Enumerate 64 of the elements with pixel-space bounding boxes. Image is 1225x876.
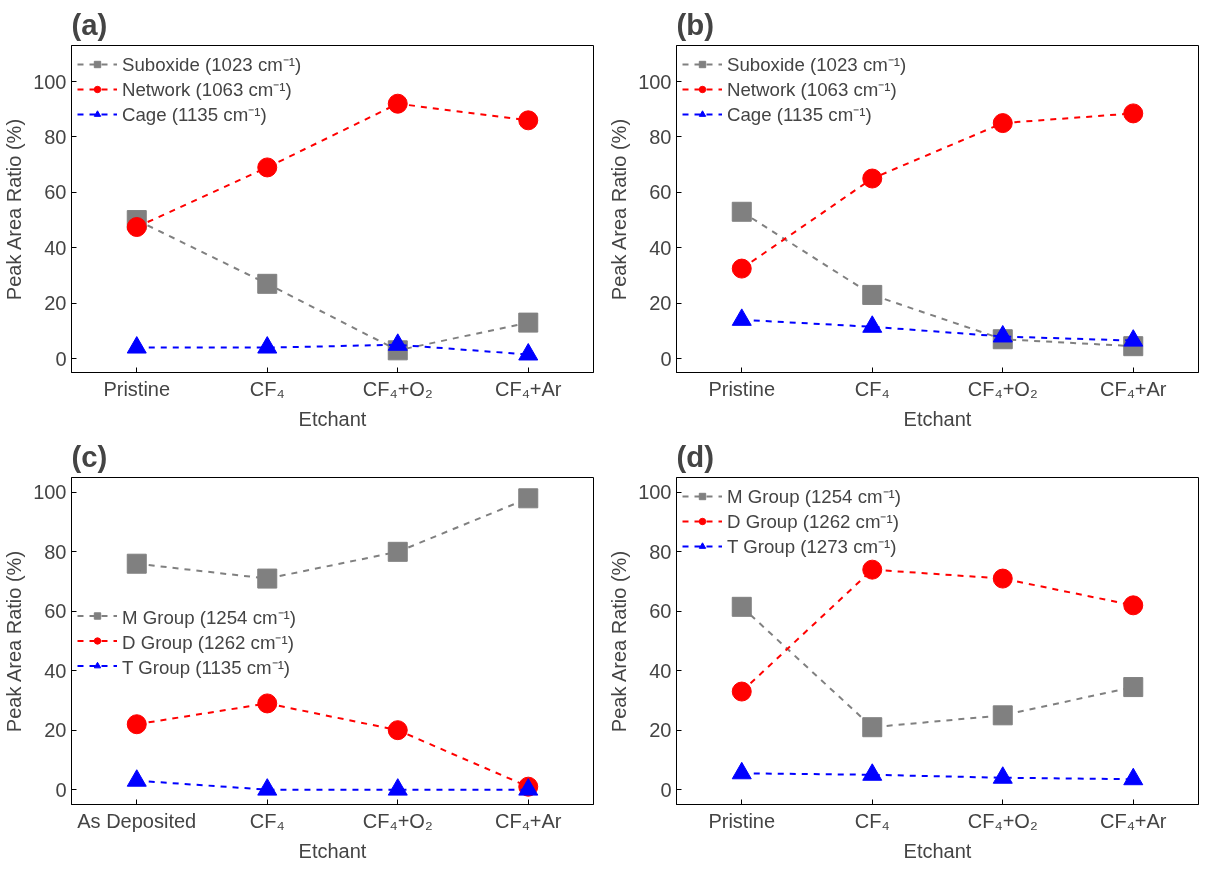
y-tick-label: 20 [44, 292, 67, 315]
y-tick-label: 40 [44, 236, 67, 259]
y-tick-label: 0 [55, 778, 67, 801]
legend-label: M Group (1254 cm⁻¹) [727, 485, 901, 508]
y-tick-label: 80 [44, 125, 67, 148]
x-tick-label: CF₄ [854, 809, 890, 832]
legend-label: Cage (1135 cm⁻¹) [727, 103, 872, 126]
x-axis-title: Etchant [298, 839, 367, 862]
y-tick-label: 0 [660, 778, 672, 801]
legend-label: Network (1063 cm⁻¹) [727, 78, 897, 101]
x-tick-label: CF₄+O₂ [967, 377, 1038, 400]
y-tick-label: 100 [33, 481, 67, 504]
y-tick-label: 40 [649, 236, 672, 259]
x-tick-label: Pristine [103, 377, 171, 400]
y-tick-label: 0 [660, 347, 672, 370]
x-tick-label: CF₄ [249, 377, 285, 400]
legend-label: Suboxide (1023 cm⁻¹) [122, 53, 302, 76]
x-tick-label: Pristine [708, 377, 776, 400]
y-tick-label: 40 [44, 659, 67, 682]
x-tick-label: CF₄+Ar [495, 809, 562, 832]
x-tick-label: Pristine [708, 809, 776, 832]
x-tick-label: CF₄+Ar [495, 377, 562, 400]
y-tick-label: 60 [649, 600, 672, 623]
y-tick-label: 20 [649, 719, 672, 742]
x-tick-label: CF₄ [854, 377, 890, 400]
y-tick-label: 100 [638, 481, 672, 504]
chart-title: (d) [676, 439, 714, 473]
x-tick-label: As Deposited [77, 809, 197, 832]
x-tick-label: CF₄+Ar [1100, 809, 1167, 832]
y-tick-label: 100 [638, 70, 672, 93]
y-axis-title: Peak Area Ratio (%) [3, 118, 26, 301]
x-tick-label: CF₄ [249, 809, 285, 832]
legend-label: Network (1063 cm⁻¹) [122, 78, 292, 101]
y-tick-label: 60 [44, 600, 67, 623]
y-tick-label: 20 [44, 719, 67, 742]
y-tick-label: 80 [649, 125, 672, 148]
y-axis-title: Peak Area Ratio (%) [608, 118, 631, 301]
legend-label: Suboxide (1023 cm⁻¹) [727, 53, 907, 76]
x-tick-label: CF₄+O₂ [362, 809, 433, 832]
legend-label: M Group (1254 cm⁻¹) [122, 605, 296, 628]
y-tick-label: 40 [649, 659, 672, 682]
x-tick-label: CF₄+O₂ [967, 809, 1038, 832]
x-axis-title: Etchant [903, 407, 972, 430]
chart-title: (b) [676, 7, 714, 41]
y-tick-label: 80 [44, 540, 67, 563]
x-tick-label: CF₄+Ar [1100, 377, 1167, 400]
y-tick-label: 0 [55, 347, 67, 370]
legend-label: T Group (1135 cm⁻¹) [122, 655, 291, 678]
legend-label: D Group (1262 cm⁻¹) [727, 510, 899, 533]
x-tick-label: CF₄+O₂ [362, 377, 433, 400]
y-tick-label: 60 [44, 181, 67, 204]
y-axis-title: Peak Area Ratio (%) [3, 550, 26, 733]
chart-title: (c) [71, 439, 108, 473]
y-tick-label: 80 [649, 540, 672, 563]
y-axis-title: Peak Area Ratio (%) [608, 550, 631, 733]
y-tick-label: 60 [649, 181, 672, 204]
legend-label: T Group (1273 cm⁻¹) [727, 535, 897, 558]
y-tick-label: 100 [33, 70, 67, 93]
y-tick-label: 20 [649, 292, 672, 315]
legend-label: Cage (1135 cm⁻¹) [122, 103, 267, 126]
x-axis-title: Etchant [903, 839, 972, 862]
legend-label: D Group (1262 cm⁻¹) [122, 630, 294, 653]
x-axis-title: Etchant [298, 407, 367, 430]
chart-title: (a) [71, 7, 108, 41]
